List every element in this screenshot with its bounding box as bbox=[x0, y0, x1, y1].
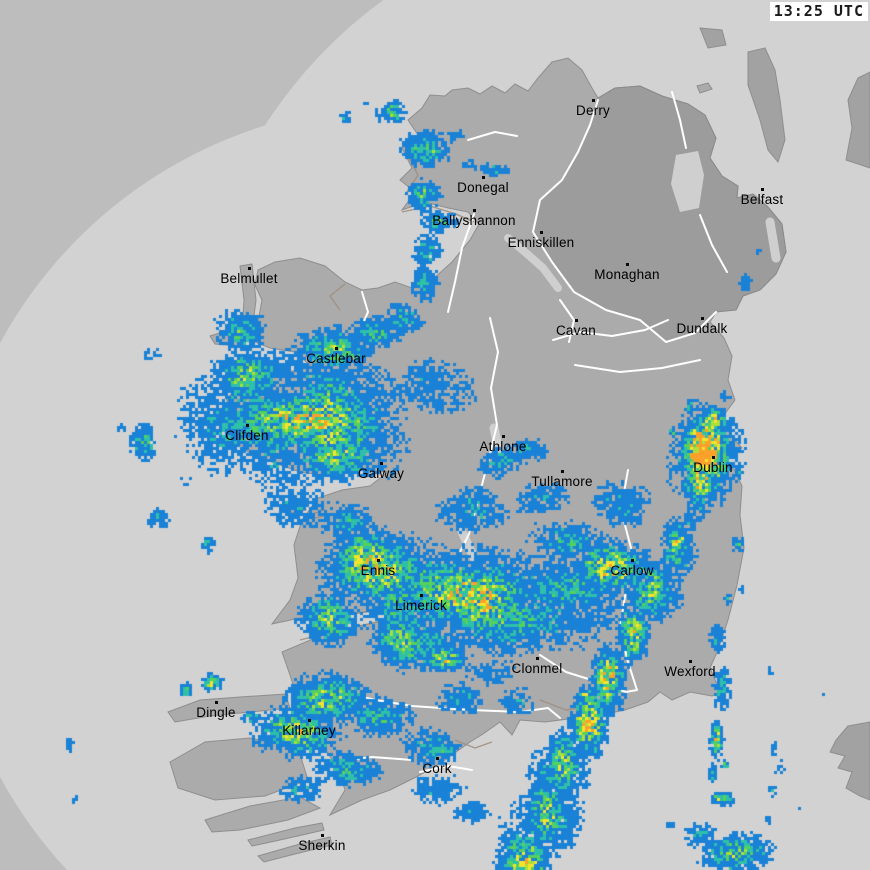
city-dot bbox=[626, 263, 629, 266]
city-label: Clonmel bbox=[511, 661, 563, 676]
city-dot bbox=[335, 347, 338, 350]
city-dot bbox=[436, 757, 439, 760]
city-label: Carlow bbox=[610, 563, 654, 578]
city-label: Belmullet bbox=[220, 271, 278, 286]
city-dot bbox=[380, 462, 383, 465]
city-label: Tullamore bbox=[531, 474, 593, 489]
city-label: Dingle bbox=[196, 705, 236, 720]
city-dot bbox=[761, 188, 764, 191]
city-dot bbox=[246, 424, 249, 427]
city-label: Athlone bbox=[479, 439, 527, 454]
timestamp-badge: 13:25 UTC bbox=[769, 2, 868, 21]
city-dot bbox=[536, 657, 539, 660]
city-label: Wexford bbox=[664, 664, 716, 679]
city-label: Donegal bbox=[457, 180, 509, 195]
city-label: Dublin bbox=[693, 460, 733, 475]
city-label: Monaghan bbox=[594, 267, 660, 282]
city-label: Ennis bbox=[360, 563, 396, 578]
city-label: Cavan bbox=[555, 323, 597, 338]
city-label: Sherkin bbox=[298, 838, 346, 853]
city-dot bbox=[473, 209, 476, 212]
city-label: Ballyshannon bbox=[432, 213, 516, 228]
city-dot bbox=[308, 719, 311, 722]
city-dot bbox=[631, 559, 634, 562]
city-label: Derry bbox=[576, 103, 610, 118]
city-dot bbox=[377, 559, 380, 562]
city-dot bbox=[482, 176, 485, 179]
city-dot bbox=[502, 435, 505, 438]
city-dot bbox=[420, 594, 423, 597]
city-label: Belfast bbox=[740, 192, 784, 207]
city-dot bbox=[592, 99, 595, 102]
city-label: Galway bbox=[357, 466, 405, 481]
city-label: Clifden bbox=[225, 428, 269, 443]
city-dot bbox=[540, 231, 543, 234]
city-label: Castlebar bbox=[306, 351, 366, 366]
city-dot bbox=[689, 660, 692, 663]
city-dot bbox=[561, 470, 564, 473]
city-dot bbox=[215, 701, 218, 704]
city-dot bbox=[701, 317, 704, 320]
city-dot bbox=[248, 267, 251, 270]
city-dot bbox=[712, 456, 715, 459]
city-label: Killarney bbox=[282, 723, 336, 738]
city-label: Enniskillen bbox=[507, 235, 575, 250]
city-label: Dundalk bbox=[676, 321, 728, 336]
city-label: Cork bbox=[422, 761, 452, 776]
city-dot bbox=[321, 834, 324, 837]
city-dot bbox=[575, 319, 578, 322]
city-label: Limerick bbox=[395, 598, 447, 613]
